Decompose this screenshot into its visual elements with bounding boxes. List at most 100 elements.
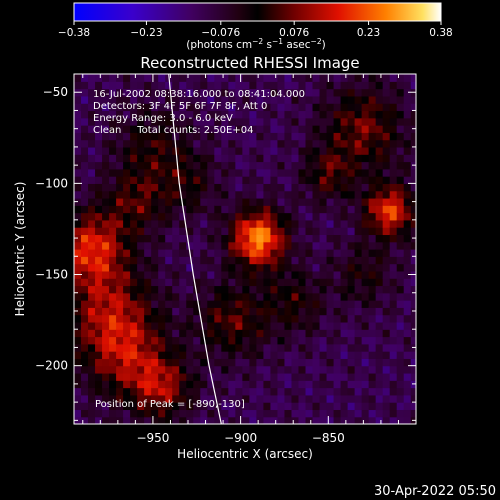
heatmap-cell (284, 161, 293, 170)
heatmap-cell (277, 329, 286, 338)
heatmap-cell (305, 329, 314, 338)
heatmap-cell (361, 270, 370, 279)
heatmap-cell (375, 256, 384, 265)
heatmap-cell (291, 343, 300, 352)
heatmap-cell (396, 132, 405, 141)
heatmap-cell (221, 132, 229, 141)
heatmap-cell (144, 292, 152, 301)
heatmap-cell (235, 372, 243, 381)
heatmap-cell (319, 343, 328, 352)
heatmap-cell (312, 81, 321, 90)
heatmap-cell (109, 292, 117, 301)
heatmap-cell (375, 154, 384, 163)
heatmap-cell (144, 394, 152, 403)
heatmap-cell (298, 358, 307, 367)
heatmap-cell (95, 168, 103, 177)
heatmap-cell (207, 219, 215, 228)
heatmap-cell (403, 300, 412, 308)
heatmap-cell (340, 161, 349, 170)
heatmap-cell (88, 139, 96, 148)
heatmap-cell (291, 146, 300, 155)
heatmap-cell (305, 168, 314, 177)
heatmap-cell (130, 241, 138, 250)
heatmap-cell (396, 263, 405, 272)
heatmap-cell (235, 139, 243, 148)
heatmap-cell (389, 409, 398, 418)
heatmap-cell (340, 387, 349, 396)
heatmap-cell (95, 132, 103, 141)
heatmap-cell (382, 249, 391, 257)
heatmap-cell (340, 234, 349, 243)
heatmap-cell (74, 300, 82, 308)
heatmap-cell (123, 380, 131, 389)
heatmap-cell (95, 256, 103, 265)
heatmap-cell (298, 95, 307, 104)
heatmap-cell (179, 227, 187, 236)
heatmap-cell (144, 154, 152, 163)
heatmap-cell (200, 249, 208, 257)
heatmap-cell (214, 74, 222, 82)
heatmap-cell (81, 110, 89, 119)
heatmap-cell (263, 176, 272, 184)
heatmap-cell (319, 95, 328, 104)
heatmap-cell (396, 351, 405, 359)
heatmap-cell (263, 168, 272, 177)
heatmap-cell (298, 372, 307, 381)
heatmap-cell (249, 139, 257, 148)
heatmap-cell (263, 256, 272, 265)
heatmap-cell (179, 343, 187, 352)
heatmap-cell (74, 372, 82, 381)
heatmap-cell (144, 343, 152, 352)
heatmap-cell (109, 74, 117, 82)
heatmap-cell (74, 263, 82, 272)
heatmap-cell (403, 146, 412, 155)
heatmap-cell (249, 161, 257, 170)
heatmap-cell (165, 205, 173, 214)
heatmap-cell (249, 321, 257, 330)
heatmap-cell (123, 343, 131, 352)
heatmap-cell (263, 307, 272, 316)
heatmap-cell (396, 241, 405, 250)
heatmap-cell (221, 125, 229, 133)
heatmap-cell (109, 190, 117, 199)
heatmap-cell (123, 219, 131, 228)
heatmap-cell (102, 241, 110, 250)
heatmap-cell (410, 81, 416, 90)
heatmap-cell (319, 219, 328, 228)
heatmap-cell (151, 416, 159, 424)
heatmap-cell (270, 365, 279, 374)
heatmap-cell (123, 234, 131, 243)
heatmap-cell (158, 307, 166, 316)
heatmap-cell (165, 88, 173, 97)
heatmap-cell (319, 125, 328, 133)
heatmap-cell (361, 146, 370, 155)
heatmap-cell (193, 270, 201, 279)
heatmap-cell (109, 270, 117, 279)
heatmap-cell (130, 351, 138, 359)
heatmap-cell (130, 197, 138, 206)
heatmap-cell (263, 117, 272, 126)
heatmap-cell (249, 197, 257, 206)
heatmap-cell (137, 205, 145, 214)
heatmap-cell (291, 103, 300, 112)
heatmap-cell (123, 409, 131, 418)
heatmap-cell (291, 183, 300, 192)
heatmap-cell (95, 343, 103, 352)
heatmap-cell (137, 321, 145, 330)
heatmap-cell (291, 394, 300, 403)
heatmap-cell (200, 88, 208, 97)
heatmap-cell (116, 117, 124, 126)
heatmap-cell (207, 307, 215, 316)
heatmap-cell (305, 132, 314, 141)
heatmap-cell (382, 183, 391, 192)
heatmap-cell (410, 103, 416, 112)
heatmap-cell (144, 168, 152, 177)
heatmap-cell (172, 256, 180, 265)
heatmap-cell (347, 278, 356, 287)
heatmap-cell (305, 380, 314, 389)
heatmap-cell (207, 212, 215, 221)
heatmap-cell (333, 249, 342, 257)
heatmap-cell (158, 190, 166, 199)
heatmap-cell (347, 110, 356, 119)
heatmap-cell (228, 343, 236, 352)
